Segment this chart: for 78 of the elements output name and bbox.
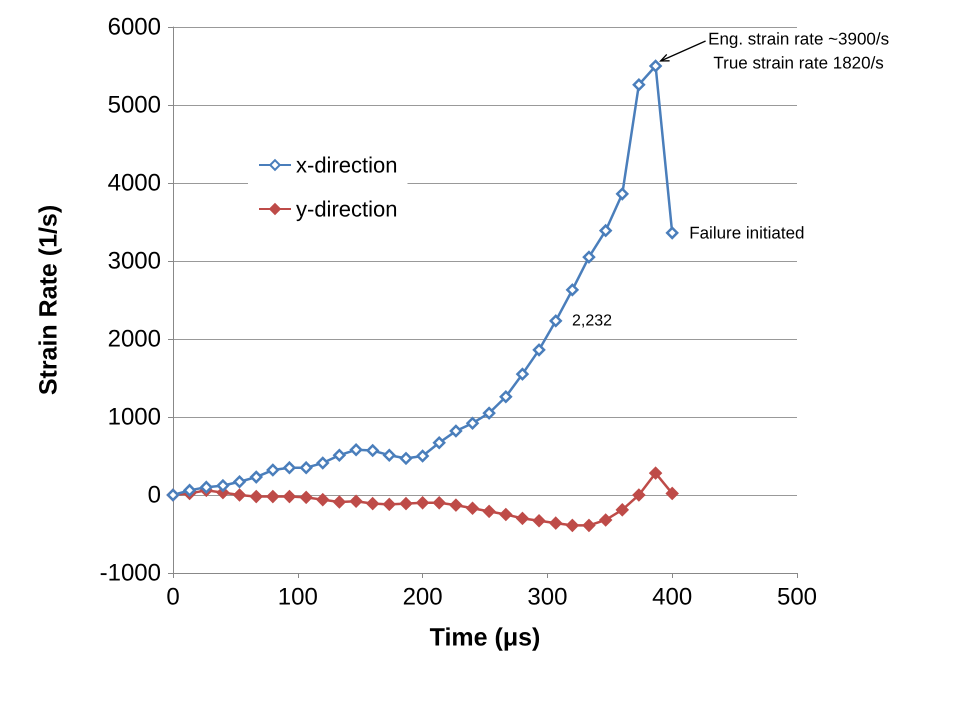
point (400, 497, 412, 510)
point (599, 224, 612, 237)
point (200, 480, 213, 494)
point (283, 490, 296, 503)
point (266, 464, 280, 476)
point (400, 452, 412, 465)
point (233, 488, 246, 502)
point (216, 479, 230, 492)
point (333, 496, 346, 508)
point (250, 490, 262, 503)
x-tick-label: 400 (652, 584, 692, 610)
point (550, 314, 562, 328)
y-tick-label: 3000 (108, 248, 161, 274)
point (500, 390, 512, 403)
y-tick-label: 1000 (108, 404, 161, 430)
legend-label: y-direction (296, 196, 398, 222)
point (599, 514, 612, 526)
x-tick-label: 500 (776, 584, 818, 610)
point (383, 498, 396, 511)
point (432, 496, 446, 510)
point (432, 436, 446, 449)
point (366, 497, 379, 510)
point (366, 444, 379, 457)
point (566, 284, 579, 296)
point (450, 424, 462, 438)
point (582, 519, 596, 532)
point (283, 461, 296, 474)
point (333, 448, 346, 462)
point (350, 494, 362, 508)
y-axis-title: Strain Rate (1/s) (34, 204, 62, 396)
point (266, 490, 280, 503)
point (316, 493, 330, 506)
point (482, 406, 496, 420)
point (582, 250, 596, 264)
point (550, 516, 562, 530)
x-tick-label: 0 (166, 584, 180, 610)
point (566, 519, 579, 532)
point (250, 470, 262, 484)
point (466, 502, 479, 515)
point (649, 60, 662, 72)
point (416, 496, 429, 510)
legend-label: x-direction (296, 152, 398, 178)
y-tick-label: 5000 (108, 92, 161, 118)
point (532, 344, 546, 356)
point (616, 504, 629, 516)
point (350, 444, 362, 456)
annotation: Failure initiated (689, 223, 804, 242)
x-tick-label: 100 (278, 584, 318, 610)
point (466, 416, 479, 430)
point (649, 466, 662, 480)
x-axis-title: Time (μs) (430, 624, 540, 652)
y-tick-label: 2000 (108, 326, 161, 352)
point (516, 512, 529, 525)
point (532, 514, 546, 527)
y-tick-label: 0 (148, 482, 161, 508)
point (300, 491, 312, 504)
x-tick-label: 300 (527, 584, 568, 610)
point (416, 450, 429, 462)
point (383, 448, 396, 462)
point (233, 475, 246, 488)
point (616, 188, 629, 200)
data-label: 2,232 (572, 312, 612, 330)
point (482, 505, 496, 518)
point (500, 508, 512, 521)
point (183, 484, 196, 497)
x-tick-label: 200 (402, 584, 443, 610)
annotation: Eng. strain rate ~3900/s True strain rate 1820/s (708, 30, 890, 72)
point (666, 226, 678, 240)
point (450, 498, 462, 512)
point (300, 461, 312, 474)
point (516, 368, 529, 380)
point (316, 456, 330, 470)
y-tick-label: -1000 (100, 560, 161, 586)
point (666, 487, 678, 500)
y-tick-label: 6000 (108, 14, 161, 40)
point (632, 488, 646, 502)
point (632, 78, 646, 91)
y-tick-label: 4000 (108, 170, 161, 196)
